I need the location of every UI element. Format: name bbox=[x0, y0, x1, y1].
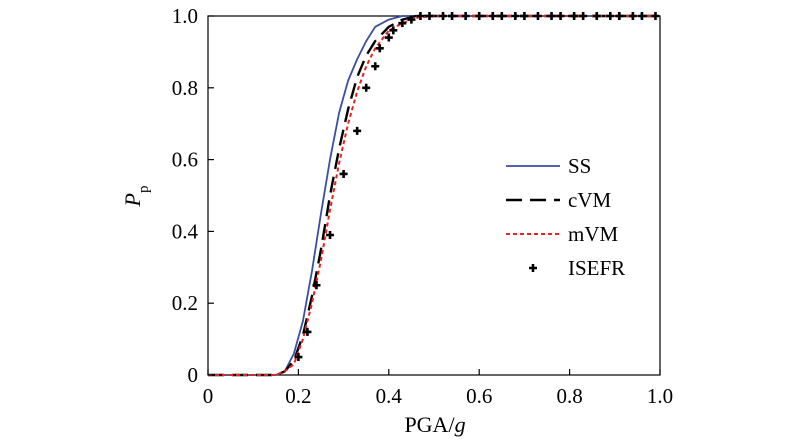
data-point bbox=[303, 327, 312, 336]
x-tick-label: 0.4 bbox=[376, 384, 403, 408]
legend-label: cVM bbox=[568, 188, 611, 212]
data-point bbox=[362, 83, 371, 92]
data-point bbox=[511, 12, 520, 20]
y-axis-label-sub: p bbox=[136, 186, 152, 194]
series-isefr-markers bbox=[294, 12, 660, 362]
series-layer bbox=[208, 12, 660, 377]
x-tick-label: 1.0 bbox=[647, 384, 673, 408]
data-point bbox=[371, 62, 380, 71]
legend-item: mVM bbox=[506, 222, 619, 246]
data-point bbox=[353, 126, 362, 135]
data-point bbox=[389, 26, 398, 35]
data-point bbox=[651, 12, 660, 20]
y-tick-label: 0.4 bbox=[172, 219, 199, 243]
data-point bbox=[488, 12, 497, 20]
x-axis-label-text: PGA/ bbox=[404, 412, 455, 437]
legend-item: ISEFR bbox=[529, 256, 625, 280]
data-point bbox=[312, 281, 321, 290]
legend-item: cVM bbox=[506, 188, 611, 212]
x-tick-label: 0.6 bbox=[466, 384, 492, 408]
y-axis-label-text: P bbox=[120, 193, 145, 207]
data-point bbox=[520, 12, 529, 20]
data-point bbox=[637, 12, 646, 20]
data-point bbox=[448, 12, 457, 20]
data-point bbox=[533, 12, 542, 20]
data-point bbox=[375, 44, 384, 53]
legend-label: mVM bbox=[568, 222, 619, 246]
data-point bbox=[416, 12, 425, 20]
legend-marker bbox=[529, 264, 537, 272]
data-point bbox=[398, 19, 407, 28]
data-point bbox=[407, 15, 416, 24]
data-point bbox=[425, 12, 434, 20]
data-point bbox=[592, 12, 601, 20]
x-tick-label: 0.8 bbox=[556, 384, 582, 408]
y-tick-label: 0.2 bbox=[172, 291, 198, 315]
data-point bbox=[606, 12, 615, 20]
data-point bbox=[579, 12, 588, 20]
data-point bbox=[461, 12, 470, 20]
legend-label: ISEFR bbox=[568, 256, 625, 280]
data-point bbox=[628, 12, 637, 20]
y-tick-label: 0.8 bbox=[172, 76, 198, 100]
legend-label: SS bbox=[568, 154, 591, 178]
data-point bbox=[326, 230, 335, 239]
legend-item: SS bbox=[506, 154, 591, 178]
x-axis-label: PGA/g bbox=[404, 412, 465, 437]
data-point bbox=[384, 33, 393, 42]
ticks-layer: 0 0.2 0.4 0.6 0.8 1.0 0 0.2 0.4 0.6 0.8 1.0 bbox=[172, 4, 673, 408]
data-point bbox=[615, 12, 624, 20]
data-point bbox=[497, 12, 506, 20]
data-point bbox=[547, 12, 556, 20]
data-point bbox=[475, 12, 484, 20]
x-tick-label: 0.2 bbox=[285, 384, 311, 408]
data-point bbox=[339, 169, 348, 178]
data-point bbox=[439, 12, 448, 20]
y-tick-label: 0 bbox=[188, 363, 199, 387]
y-axis-label: Pp bbox=[120, 186, 152, 208]
y-tick-label: 0.6 bbox=[172, 148, 198, 172]
x-tick-label: 0 bbox=[203, 384, 214, 408]
x-axis-label-italic: g bbox=[455, 412, 466, 437]
data-point bbox=[556, 12, 565, 20]
data-point bbox=[570, 12, 579, 20]
data-point bbox=[294, 353, 303, 362]
y-tick-label: 1.0 bbox=[172, 4, 198, 28]
legend: SS cVM mVM ISEFR bbox=[506, 154, 625, 280]
